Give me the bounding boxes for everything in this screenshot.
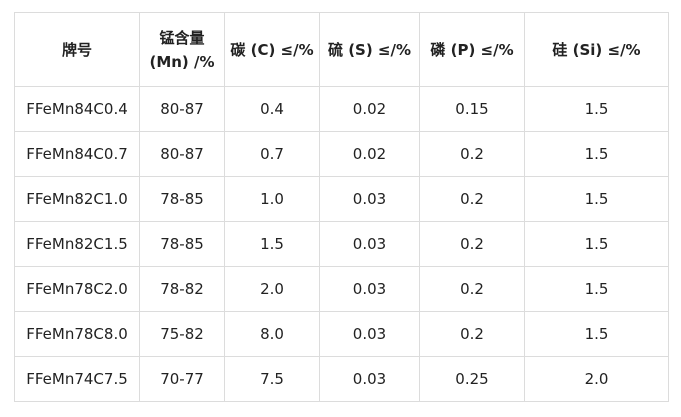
cell-manganese: 78-82 (139, 266, 225, 312)
header-grade: 牌号 (14, 12, 140, 87)
cell-grade: FFeMn82C1.5 (14, 221, 140, 267)
header-mn-line1: 锰含量 (159, 28, 205, 47)
cell-silicon: 1.5 (524, 86, 669, 132)
table-row: FFeMn78C2.0 78-82 2.0 0.03 0.2 1.5 (14, 266, 669, 312)
cell-silicon: 2.0 (524, 356, 669, 402)
header-phosphorus: 磷 (P) ≤/% (419, 12, 525, 87)
cell-sulfur: 0.03 (319, 221, 420, 267)
cell-carbon: 2.0 (224, 266, 320, 312)
header-row: 牌号 锰含量 (Mn) /% 碳 (C) ≤/% 硫 (S) ≤/% 磷 (P)… (14, 12, 669, 87)
cell-manganese: 80-87 (139, 86, 225, 132)
cell-grade: FFeMn84C0.7 (14, 131, 140, 177)
cell-manganese: 78-85 (139, 221, 225, 267)
cell-grade: FFeMn78C2.0 (14, 266, 140, 312)
cell-carbon: 7.5 (224, 356, 320, 402)
table-body: FFeMn84C0.4 80-87 0.4 0.02 0.15 1.5 FFeMn84C0.… (14, 86, 669, 402)
cell-sulfur: 0.03 (319, 311, 420, 357)
cell-sulfur: 0.02 (319, 131, 420, 177)
cell-phosphorus: 0.15 (419, 86, 525, 132)
header-sulfur: 硫 (S) ≤/% (319, 12, 420, 87)
cell-grade: FFeMn78C8.0 (14, 311, 140, 357)
cell-silicon: 1.5 (524, 131, 669, 177)
table-row: FFeMn84C0.4 80-87 0.4 0.02 0.15 1.5 (14, 86, 669, 132)
cell-silicon: 1.5 (524, 176, 669, 222)
cell-silicon: 1.5 (524, 221, 669, 267)
cell-carbon: 0.4 (224, 86, 320, 132)
cell-phosphorus: 0.2 (419, 221, 525, 267)
cell-carbon: 0.7 (224, 131, 320, 177)
header-silicon: 硅 (Si) ≤/% (524, 12, 669, 87)
ferromanganese-spec-table: 牌号 锰含量 (Mn) /% 碳 (C) ≤/% 硫 (S) ≤/% 磷 (P)… (14, 12, 669, 402)
cell-sulfur: 0.03 (319, 266, 420, 312)
cell-manganese: 75-82 (139, 311, 225, 357)
cell-manganese: 70-77 (139, 356, 225, 402)
cell-sulfur: 0.03 (319, 176, 420, 222)
cell-sulfur: 0.03 (319, 356, 420, 402)
cell-silicon: 1.5 (524, 266, 669, 312)
table-row: FFeMn78C8.0 75-82 8.0 0.03 0.2 1.5 (14, 311, 669, 357)
table-row: FFeMn84C0.7 80-87 0.7 0.02 0.2 1.5 (14, 131, 669, 177)
header-carbon: 碳 (C) ≤/% (224, 12, 320, 87)
cell-silicon: 1.5 (524, 311, 669, 357)
cell-sulfur: 0.02 (319, 86, 420, 132)
cell-carbon: 1.5 (224, 221, 320, 267)
cell-phosphorus: 0.25 (419, 356, 525, 402)
cell-carbon: 8.0 (224, 311, 320, 357)
cell-phosphorus: 0.2 (419, 131, 525, 177)
header-mn-content: 锰含量 (Mn) /% (139, 12, 225, 87)
cell-carbon: 1.0 (224, 176, 320, 222)
cell-grade: FFeMn74C7.5 (14, 356, 140, 402)
table-row: FFeMn74C7.5 70-77 7.5 0.03 0.25 2.0 (14, 356, 669, 402)
cell-phosphorus: 0.2 (419, 176, 525, 222)
cell-manganese: 80-87 (139, 131, 225, 177)
table-row: FFeMn82C1.5 78-85 1.5 0.03 0.2 1.5 (14, 221, 669, 267)
cell-grade: FFeMn82C1.0 (14, 176, 140, 222)
cell-manganese: 78-85 (139, 176, 225, 222)
table-row: FFeMn82C1.0 78-85 1.0 0.03 0.2 1.5 (14, 176, 669, 222)
header-mn-line2: (Mn) /% (149, 52, 215, 71)
cell-phosphorus: 0.2 (419, 266, 525, 312)
cell-grade: FFeMn84C0.4 (14, 86, 140, 132)
cell-phosphorus: 0.2 (419, 311, 525, 357)
